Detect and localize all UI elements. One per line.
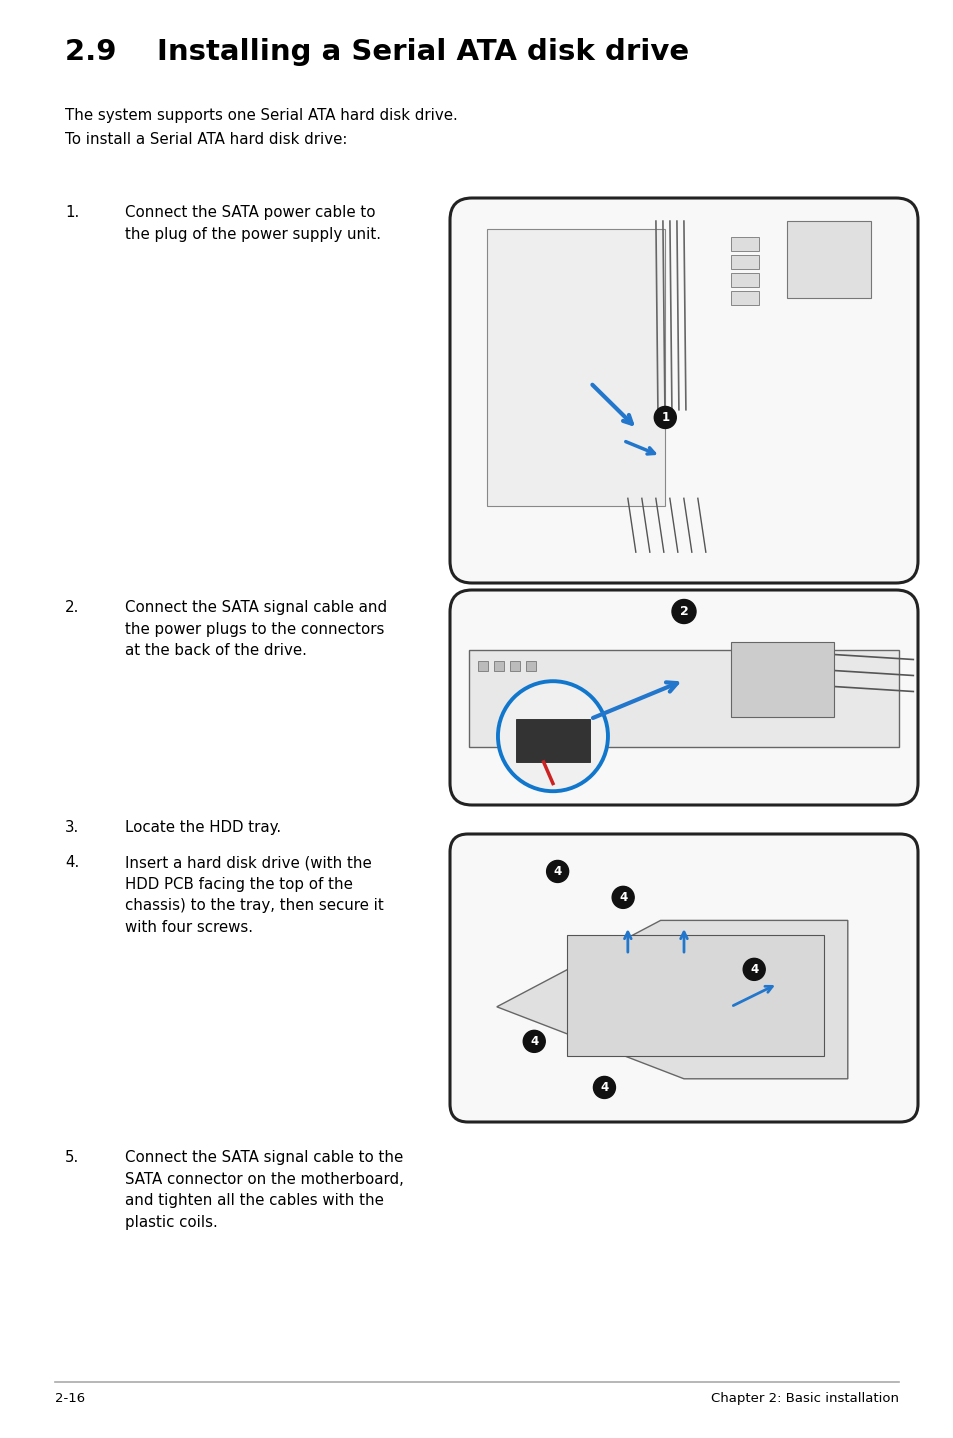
Text: 5.: 5. <box>65 1150 79 1165</box>
Text: 4: 4 <box>553 864 561 879</box>
Bar <box>487 229 664 506</box>
Circle shape <box>522 1031 545 1053</box>
Circle shape <box>593 1077 615 1099</box>
Bar <box>515 719 590 762</box>
Bar <box>494 661 503 672</box>
Text: 2-16: 2-16 <box>55 1392 85 1405</box>
Text: 2: 2 <box>679 605 688 618</box>
Text: 1.: 1. <box>65 206 79 220</box>
Bar <box>525 661 536 672</box>
Circle shape <box>497 682 607 791</box>
Bar <box>730 641 833 718</box>
Bar <box>477 661 488 672</box>
Circle shape <box>546 860 568 883</box>
Polygon shape <box>497 920 847 1078</box>
Circle shape <box>742 958 764 981</box>
Text: 2.9    Installing a Serial ATA disk drive: 2.9 Installing a Serial ATA disk drive <box>65 37 688 66</box>
Text: 3.: 3. <box>65 820 79 835</box>
FancyBboxPatch shape <box>450 590 917 805</box>
Bar <box>730 255 758 269</box>
FancyBboxPatch shape <box>450 834 917 1122</box>
Text: The system supports one Serial ATA hard disk drive.: The system supports one Serial ATA hard … <box>65 108 457 124</box>
Text: 4: 4 <box>618 892 627 905</box>
Bar <box>468 650 899 746</box>
FancyBboxPatch shape <box>450 198 917 582</box>
Text: 1: 1 <box>660 411 669 424</box>
Text: Connect the SATA signal cable to the
SATA connector on the motherboard,
and tigh: Connect the SATA signal cable to the SAT… <box>125 1150 403 1229</box>
Circle shape <box>671 600 696 624</box>
Bar <box>566 935 823 1055</box>
Bar <box>730 236 758 250</box>
Text: Locate the HDD tray.: Locate the HDD tray. <box>125 820 281 835</box>
Text: Insert a hard disk drive (with the
HDD PCB facing the top of the
chassis) to the: Insert a hard disk drive (with the HDD P… <box>125 856 383 935</box>
Text: Connect the SATA power cable to
the plug of the power supply unit.: Connect the SATA power cable to the plug… <box>125 206 380 242</box>
Text: 2.: 2. <box>65 600 79 615</box>
Circle shape <box>612 886 634 909</box>
Text: 4: 4 <box>530 1035 537 1048</box>
Circle shape <box>654 407 676 429</box>
Text: Chapter 2: Basic installation: Chapter 2: Basic installation <box>710 1392 898 1405</box>
Text: To install a Serial ATA hard disk drive:: To install a Serial ATA hard disk drive: <box>65 132 347 147</box>
Bar <box>730 272 758 286</box>
Bar <box>730 290 758 305</box>
Bar <box>510 661 519 672</box>
Text: 4.: 4. <box>65 856 79 870</box>
Bar <box>786 221 870 298</box>
Text: 4: 4 <box>599 1081 608 1094</box>
Text: 4: 4 <box>749 963 758 976</box>
Text: Connect the SATA signal cable and
the power plugs to the connectors
at the back : Connect the SATA signal cable and the po… <box>125 600 387 659</box>
